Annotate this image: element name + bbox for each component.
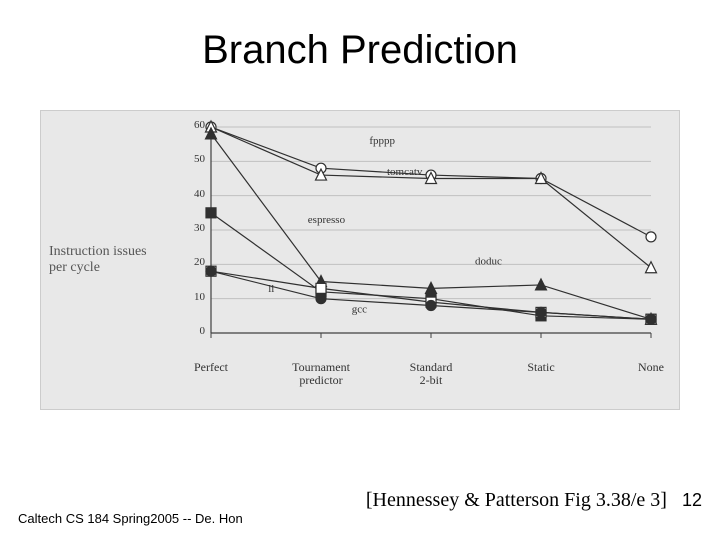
x-tick-label: Perfect [166,361,256,374]
y-tick-label: 60 [181,119,205,131]
page-title: Branch Prediction [0,28,720,73]
footer-left: Caltech CS 184 Spring2005 -- De. Hon [18,511,243,526]
y-tick-label: 20 [181,256,205,268]
svg-text:li: li [268,283,274,295]
y-axis-label: Instruction issues per cycle [49,244,159,276]
x-tick-label: Standard2-bit [386,361,476,387]
slide: Branch Prediction Instruction issues per… [0,0,720,540]
x-tick-label: None [606,361,696,374]
y-tick-label: 30 [181,222,205,234]
x-ticks: PerfectTournamentpredictorStandard2-bitS… [181,361,661,401]
chart-svg: fpppp tomcatv doduc espresso li gcc [181,121,661,351]
y-tick-label: 10 [181,291,205,303]
svg-text:fpppp: fpppp [369,135,395,147]
plot-area: fpppp tomcatv doduc espresso li gcc [181,121,661,351]
x-tick-label: Static [496,361,586,374]
page-number: 12 [682,490,702,510]
y-tick-label: 0 [181,325,205,337]
chart-container: Instruction issues per cycle fpppp tomcat… [40,110,680,410]
x-tick-label: Tournamentpredictor [276,361,366,387]
citation-text: [Hennessey & Patterson Fig 3.38/e 3] [366,489,667,511]
svg-text:gcc: gcc [352,303,367,315]
citation: [Hennessey & Patterson Fig 3.38/e 3] 12 [366,489,702,512]
svg-text:espresso: espresso [308,214,346,226]
y-tick-label: 50 [181,153,205,165]
svg-text:tomcatv: tomcatv [387,166,423,178]
y-tick-label: 40 [181,188,205,200]
svg-text:doduc: doduc [475,255,502,267]
